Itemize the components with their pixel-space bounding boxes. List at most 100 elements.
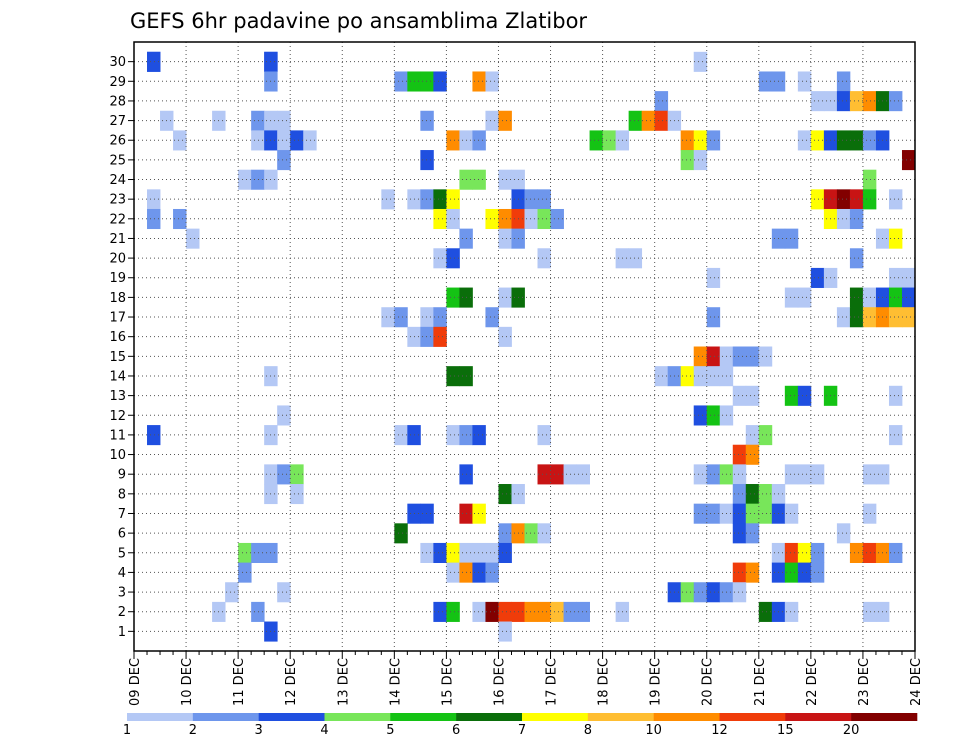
heatmap-cell [238,542,252,563]
heatmap-cell [472,169,486,190]
y-tick-label: 22 [109,212,126,227]
heatmap-cell [238,562,252,583]
heatmap-cell [498,228,512,249]
heatmap-cell [472,601,486,622]
heatmap-cell [784,385,799,406]
heatmap-cell [745,444,760,465]
y-axis: 1234567891011121314151617181920212223242… [109,55,134,640]
heatmap-cell [758,484,773,505]
heatmap-cell [836,91,851,112]
heatmap-cell [238,169,252,190]
heatmap-cell [693,346,708,367]
heatmap-cell [680,582,695,603]
heatmap-cell [446,542,460,563]
y-tick-label: 27 [109,114,126,129]
heatmap-cell [732,484,747,505]
heatmap-cell [498,523,512,544]
chart-title: GEFS 6hr padavine po ansamblima Zlatibor [130,9,587,33]
y-tick-label: 13 [109,389,126,404]
heatmap-cell [472,562,486,583]
heatmap-cell [693,130,708,151]
colorbar-label: 5 [386,723,394,738]
heatmap-cell [888,542,903,563]
heatmap-cell [797,71,812,92]
heatmap-cell [537,189,551,210]
heatmap-cell [277,582,291,603]
heatmap-cell [888,189,903,210]
heatmap-cell [550,464,564,485]
heatmap-cell [524,208,538,230]
heatmap-cell [745,523,760,544]
heatmap-cell [745,503,760,524]
heatmap-cell [485,542,499,563]
heatmap-cell [693,464,708,485]
colorbar-label: 3 [255,723,263,738]
heatmap-cell [394,307,408,328]
heatmap-cell [888,385,903,406]
heatmap-cell [836,307,851,328]
heatmap-cell [758,71,773,92]
heatmap-cell [810,189,825,210]
heatmap-cell [732,582,747,603]
heatmap-cell [290,464,304,485]
y-tick-label: 23 [109,193,126,208]
heatmap-cell [147,208,161,230]
colorbar-label: 1 [123,723,131,738]
heatmap-cell [420,307,434,328]
heatmap-cell [498,169,512,190]
colorbar-swatch [258,713,325,721]
heatmap-cell [537,464,551,485]
colorbar-swatch [719,713,786,721]
heatmap-cell [446,425,460,446]
y-tick-label: 19 [109,271,126,286]
heatmap-cell [706,366,721,387]
heatmap-cell [498,326,512,347]
heatmap-cell [550,601,564,622]
heatmap-cell [576,601,590,622]
y-tick-label: 11 [109,428,126,443]
colorbar-swatch [785,713,852,721]
heatmap-cell [537,601,551,622]
heatmap-cell [433,208,447,230]
colorbar-label: 20 [843,723,860,738]
heatmap-cell [654,366,669,387]
y-tick-label: 1 [118,625,126,640]
heatmap-cell [810,130,825,151]
heatmap-cell [446,366,460,387]
x-tick-label: 16 DEC [492,658,507,706]
heatmap-cell [433,326,447,347]
heatmap-cell [472,130,486,151]
heatmap-cell [173,130,187,151]
heatmap-cell [810,542,825,563]
heatmap-cell [784,562,799,583]
heatmap-cell [147,51,161,72]
heatmap-cell [186,228,200,249]
heatmap-cell [485,110,499,131]
y-tick-label: 5 [118,546,126,561]
heatmap-cell [589,130,603,151]
heatmap-cell [225,582,239,603]
heatmap-cell [498,110,512,131]
heatmap-cell [446,130,460,151]
heatmap-cell [680,130,695,151]
heatmap-cell [862,503,877,524]
colorbar-label: 8 [584,723,592,738]
heatmap-cell [433,189,447,210]
x-tick-label: 13 DEC [336,658,351,706]
colorbar-swatch [653,713,720,721]
heatmap-cell [849,542,864,563]
heatmap-cell [680,366,695,387]
heatmap-cell [290,130,304,151]
y-tick-label: 28 [109,94,126,109]
heatmap-cell [446,248,460,269]
y-tick-label: 18 [109,291,126,306]
y-tick-label: 4 [118,566,126,581]
heatmap-cell [381,307,395,328]
heatmap-cell [472,425,486,446]
y-tick-label: 16 [109,330,126,345]
colorbar-label: 12 [711,723,728,738]
heatmap-cell [472,503,486,524]
y-tick-label: 14 [109,369,126,384]
heatmap-cell [446,287,460,308]
heatmap-cell [862,189,877,210]
